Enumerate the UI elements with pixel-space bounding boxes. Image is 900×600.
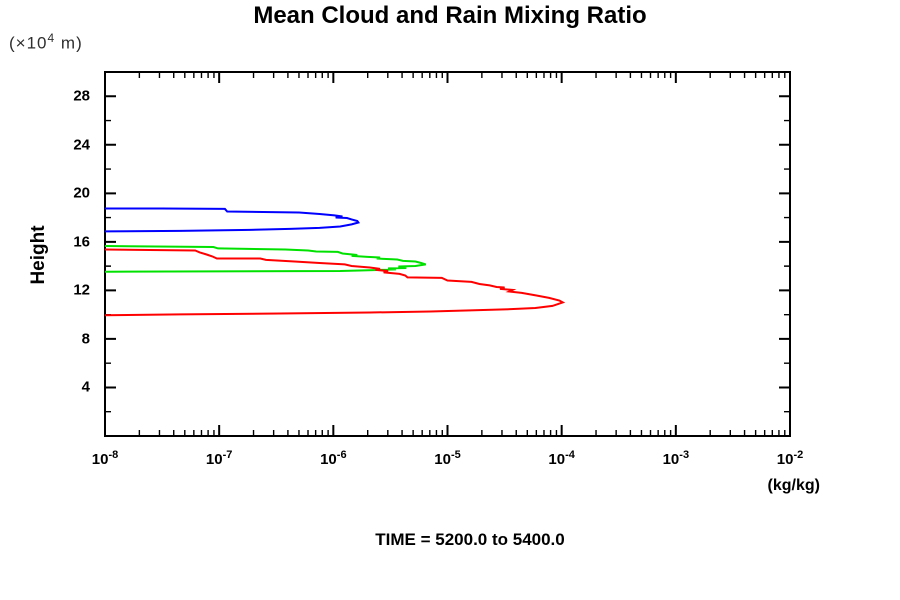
chart-title: Mean Cloud and Rain Mixing Ratio (253, 2, 647, 29)
x-tick-label: 10-7 (205, 449, 233, 468)
time-range-caption: TIME = 5200.0 to 5400.0 (375, 530, 565, 549)
x-tick-label: 10-6 (320, 449, 347, 468)
y-unit-prefix: (×10 (9, 33, 48, 53)
x-tick-label: 10-8 (91, 449, 119, 468)
x-axis-unit-label: (kg/kg) (767, 477, 820, 494)
y-tick-label: 28 (73, 87, 90, 105)
y-tick-label: 4 (81, 378, 90, 396)
series-curve-cloud-mixing-ratio-green (104, 245, 427, 273)
y-unit-suffix: m) (55, 33, 83, 53)
major-ticks (104, 72, 791, 436)
y-tick-label: 24 (73, 136, 90, 154)
y-unit-exponent: 4 (47, 31, 56, 45)
minor-ticks (105, 72, 790, 436)
y-tick-label: 20 (73, 184, 90, 202)
series-curve-cloud-mixing-ratio-blue (104, 207, 361, 233)
y-tick-label: 8 (81, 330, 90, 348)
y-tick-label: 16 (73, 233, 90, 251)
y-axis-unit-label: (×104 m) (9, 31, 83, 54)
x-tick-label: 10-3 (662, 449, 690, 468)
series-curve-rain-mixing-ratio-red (104, 248, 566, 317)
x-tick-label: 10-2 (776, 449, 804, 468)
x-tick-label: 10-4 (548, 449, 575, 468)
y-tick-label: 12 (73, 281, 90, 299)
x-tick-label: 10-5 (434, 449, 461, 468)
